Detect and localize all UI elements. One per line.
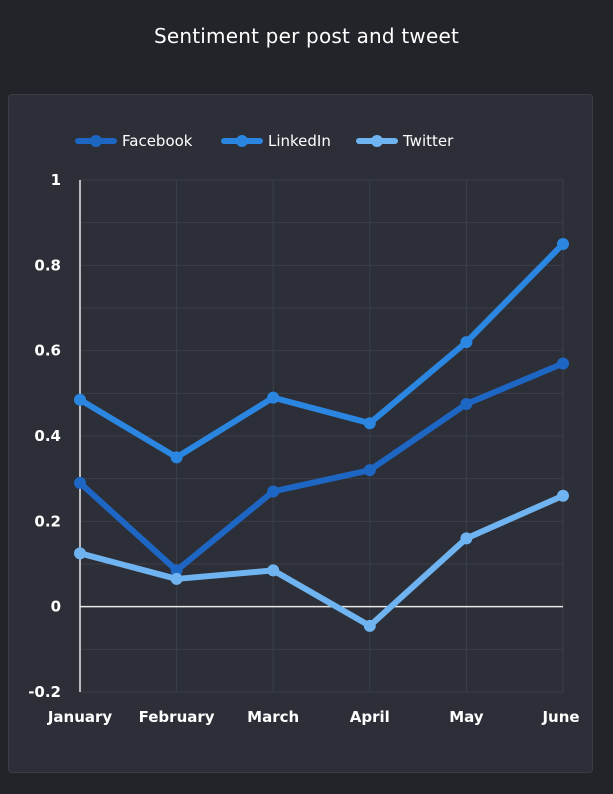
y-tick-label: 0.2 (34, 512, 61, 530)
y-tick-label: -0.2 (28, 683, 61, 701)
x-tick-label: June (541, 708, 579, 726)
data-point-facebook[interactable] (74, 476, 86, 489)
data-point-facebook[interactable] (557, 357, 569, 370)
x-tick-label: May (449, 708, 484, 726)
series-lines (74, 238, 569, 632)
y-tick-label: 0.8 (34, 256, 61, 274)
page-title: Sentiment per post and tweet (153, 24, 460, 48)
series-line-linkedin (77, 241, 566, 461)
legend-item-twitter[interactable]: Twitter (356, 132, 454, 150)
legend-item-linkedin[interactable]: LinkedIn (221, 132, 331, 150)
y-tick-label: 0.4 (34, 427, 61, 445)
data-point-facebook[interactable] (170, 564, 183, 577)
series-line-facebook (77, 360, 566, 574)
data-point-twitter[interactable] (363, 619, 376, 632)
y-tick-label: 0.6 (34, 342, 61, 360)
data-point-linkedin[interactable] (170, 451, 183, 464)
series-line-twitter (77, 492, 566, 629)
x-tick-label: January (47, 708, 113, 726)
data-point-linkedin[interactable] (460, 336, 473, 349)
data-point-linkedin[interactable] (557, 238, 569, 250)
y-tick-label: 0 (51, 598, 61, 616)
chart-card (8, 94, 593, 773)
legend-item-facebook[interactable]: Facebook (75, 132, 193, 150)
legend-swatch-marker (236, 135, 248, 147)
axes (79, 180, 563, 692)
y-axis-tick-labels: -0.2 0 0.2 0.4 0.6 0.8 1 (28, 171, 61, 701)
data-point-linkedin[interactable] (363, 417, 376, 430)
data-point-facebook[interactable] (363, 464, 376, 477)
y-tick-label: 1 (51, 171, 61, 189)
data-point-facebook[interactable] (460, 398, 473, 410)
data-point-twitter[interactable] (74, 547, 86, 560)
x-tick-label: April (350, 708, 390, 726)
legend-swatch-marker (90, 135, 102, 147)
data-point-twitter[interactable] (557, 489, 569, 502)
data-point-twitter[interactable] (170, 572, 183, 585)
data-point-twitter[interactable] (267, 564, 280, 577)
x-tick-label: February (139, 708, 215, 726)
data-point-facebook[interactable] (267, 485, 280, 498)
data-point-linkedin[interactable] (74, 393, 86, 406)
legend-label: LinkedIn (268, 132, 331, 150)
legend-label: Twitter (402, 132, 454, 150)
data-point-twitter[interactable] (460, 532, 473, 545)
x-tick-label: March (247, 708, 299, 726)
x-axis-tick-labels: January February March April May June (47, 708, 580, 726)
legend[interactable]: Facebook LinkedIn Twitter (75, 132, 454, 150)
legend-label: Facebook (122, 132, 193, 150)
data-point-linkedin[interactable] (267, 391, 280, 404)
grid-lines (80, 179, 564, 693)
legend-swatch-marker (371, 135, 383, 147)
